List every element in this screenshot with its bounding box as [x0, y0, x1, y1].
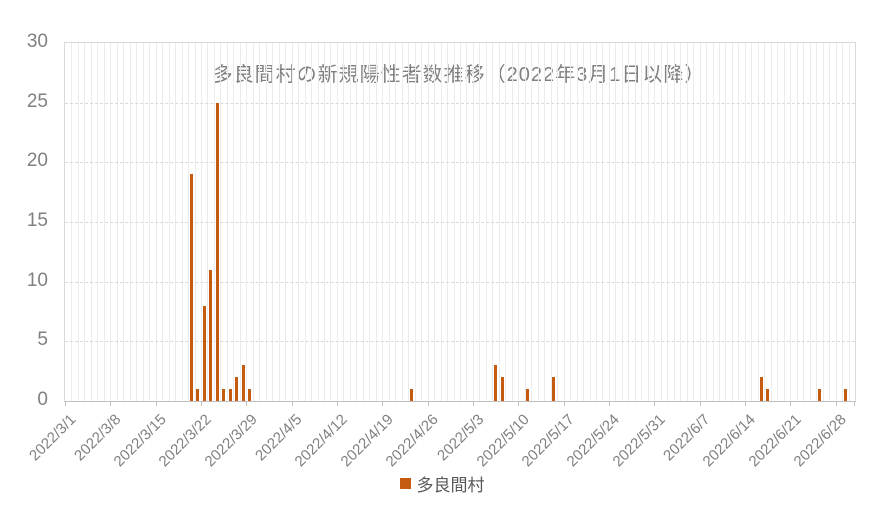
y-tick-label: 10	[26, 269, 48, 291]
x-tick	[291, 401, 293, 406]
x-tick	[427, 401, 429, 406]
bar-2022-3-20	[189, 174, 193, 401]
bar-2022-3-21	[196, 389, 200, 401]
plot-area: 2022/3/1 2022/3/8 2022/3/15 2022/3/22 2022/3…	[26, 42, 856, 470]
bar-2022-3-26	[228, 389, 232, 401]
y-tick-label: 15	[26, 210, 48, 231]
y-tick-label: 25	[26, 90, 48, 112]
bar-2022-6-17	[766, 389, 770, 401]
y-tick-label: 30	[26, 31, 48, 52]
legend: 多良間村	[0, 471, 884, 496]
x-tick	[336, 401, 338, 406]
bar-2022-3-28	[241, 365, 245, 401]
bar-2022-5-7	[500, 377, 504, 401]
legend-marker-icon	[399, 478, 411, 489]
x-tick	[65, 401, 66, 406]
bar-2022-6-16	[759, 377, 763, 401]
bar-2022-3-24	[215, 102, 219, 401]
legend-label: 多良間村	[416, 476, 485, 495]
x-tick	[744, 401, 746, 406]
x-tick	[699, 401, 701, 406]
y-tick-label: 0	[37, 389, 48, 410]
bar-2022-5-15	[552, 377, 556, 401]
x-tick	[246, 401, 248, 406]
bar-2022-3-27	[235, 377, 239, 401]
x-tick	[110, 401, 112, 406]
bar-2022-6-29	[843, 389, 847, 401]
x-axis-end-tick	[854, 401, 855, 406]
h-gridline	[65, 341, 855, 343]
h-gridline	[65, 102, 855, 104]
x-tick	[472, 401, 474, 406]
x-tick	[200, 401, 202, 406]
h-gridline	[65, 281, 855, 283]
bar-2022-3-25	[222, 389, 226, 401]
bar-2022-3-23	[209, 269, 213, 401]
x-tick	[835, 401, 837, 406]
x-tick-label: 2022/3/1	[25, 411, 80, 465]
x-tick	[382, 401, 384, 406]
bar-2022-3-29	[248, 389, 252, 401]
x-tick	[608, 401, 610, 406]
y-tick-label: 5	[37, 329, 48, 351]
bar-2022-6-25	[817, 389, 821, 401]
x-tick	[155, 401, 157, 406]
bar-2022-3-22	[202, 305, 206, 401]
bar-2022-5-11	[526, 389, 530, 401]
h-gridline	[65, 162, 855, 164]
h-gridline	[65, 222, 855, 223]
x-tick	[654, 401, 656, 406]
bar-2022-5-6	[494, 365, 498, 401]
chart-title: 多良間村の新規陽性者数推移（2022年3月1日以降）	[212, 64, 706, 86]
y-tick-label: 20	[26, 150, 48, 172]
bar-2022-4-23	[409, 389, 413, 401]
x-tick	[563, 401, 565, 406]
x-tick	[790, 401, 792, 406]
x-tick	[518, 401, 520, 406]
